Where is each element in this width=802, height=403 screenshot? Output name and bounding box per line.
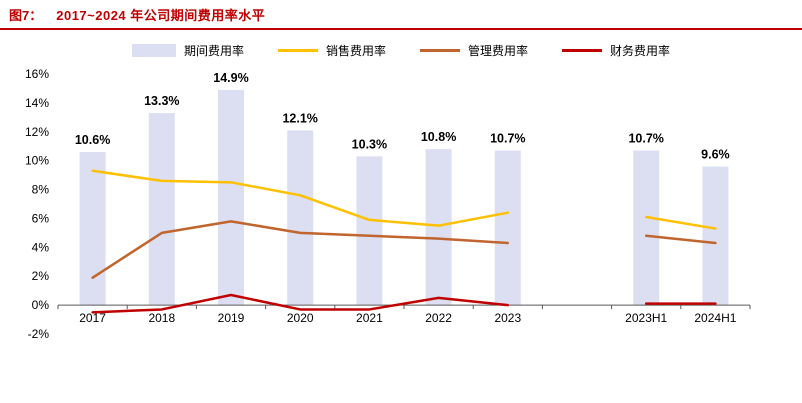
x-axis-category-label: 2024H1 [694,311,736,325]
bar-period-expense [633,150,660,306]
legend-label: 期间费用率 [183,43,244,58]
bar-value-label: 14.9% [213,71,248,85]
bar-period-expense [425,149,452,306]
x-axis-category-label: 2019 [218,311,245,325]
legend-item-sales-expense-ratio: 销售费用率 [277,42,386,59]
legend-item-period-expense-ratio: 期间费用率 [131,42,244,59]
x-axis-category-label: 2021 [356,311,383,325]
bar-value-label: 10.7% [490,132,525,146]
bar-period-expense [148,113,175,306]
chart-legend: 期间费用率 销售费用率 管理费用率 财务费用率 [0,42,802,58]
bar-value-label: 10.7% [628,132,663,146]
bar-period-expense [356,156,383,306]
bar-period-expense [494,150,521,306]
line-series [644,215,717,230]
bar-value-label: 10.8% [421,130,456,144]
legend-bar-swatch [131,43,176,57]
bar-period-expense [79,152,106,306]
bar-value-label: 13.3% [144,94,179,108]
y-axis-tick-label: 12% [25,125,49,139]
legend-line-swatch [562,48,603,52]
y-axis-tick-label: 8% [32,183,50,197]
bar-period-expense [702,166,729,306]
bar-period-expense [287,130,314,306]
bar-value-label: 12.1% [282,111,317,125]
figure-number: 图7： [9,7,43,23]
y-axis-tick-label: 6% [32,211,50,225]
line-series [91,220,510,279]
x-axis-category-label: 2022 [425,311,452,325]
legend-item-admin-expense-ratio: 管理费用率 [420,42,528,59]
legend-label: 销售费用率 [325,43,386,58]
y-axis-tick-label: 4% [32,240,50,254]
line-series [91,293,510,314]
x-axis-category-label: 2023 [494,311,521,325]
x-axis-category-label: 2020 [287,311,314,325]
x-axis-category-label: 2018 [148,311,175,325]
y-axis-tick-label: 0% [32,298,50,312]
legend-line-swatch [277,48,318,52]
legend-label: 财务费用率 [610,43,671,58]
figure-title: 2017~2024 年公司期间费用率水平 [56,7,266,23]
bar-value-label: 10.6% [75,133,110,147]
legend-line-swatch [420,48,460,52]
y-axis-tick-label: 16% [25,67,49,81]
y-axis-tick-label: 10% [25,154,49,168]
y-axis-tick-label: -2% [28,327,50,341]
figure-header: 图7： 2017~2024 年公司期间费用率水平 [0,0,802,30]
x-axis-category-label: 2023H1 [625,311,667,325]
y-axis-tick-label: 14% [25,96,49,110]
legend-label: 管理费用率 [468,43,529,58]
legend-item-financial-expense-ratio: 财务费用率 [562,42,670,59]
bar-value-label: 9.6% [701,147,730,161]
y-axis-tick-label: 2% [32,269,50,283]
line-series [644,234,717,245]
x-axis-category-label: 2017 [79,311,106,325]
line-series [91,169,510,227]
bar-period-expense [218,89,244,306]
bar-value-label: 10.3% [352,137,387,151]
chart-plot-area: 16% 14% 12% 10% 8% 6% 4% 2% 0% -2% 10.6% 13.3% 14.9%… [25,67,751,341]
